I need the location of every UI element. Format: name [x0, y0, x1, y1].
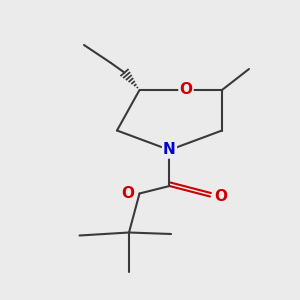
Text: O: O — [122, 186, 135, 201]
Text: N: N — [163, 142, 176, 158]
Text: O: O — [179, 82, 193, 98]
Text: O: O — [214, 189, 227, 204]
